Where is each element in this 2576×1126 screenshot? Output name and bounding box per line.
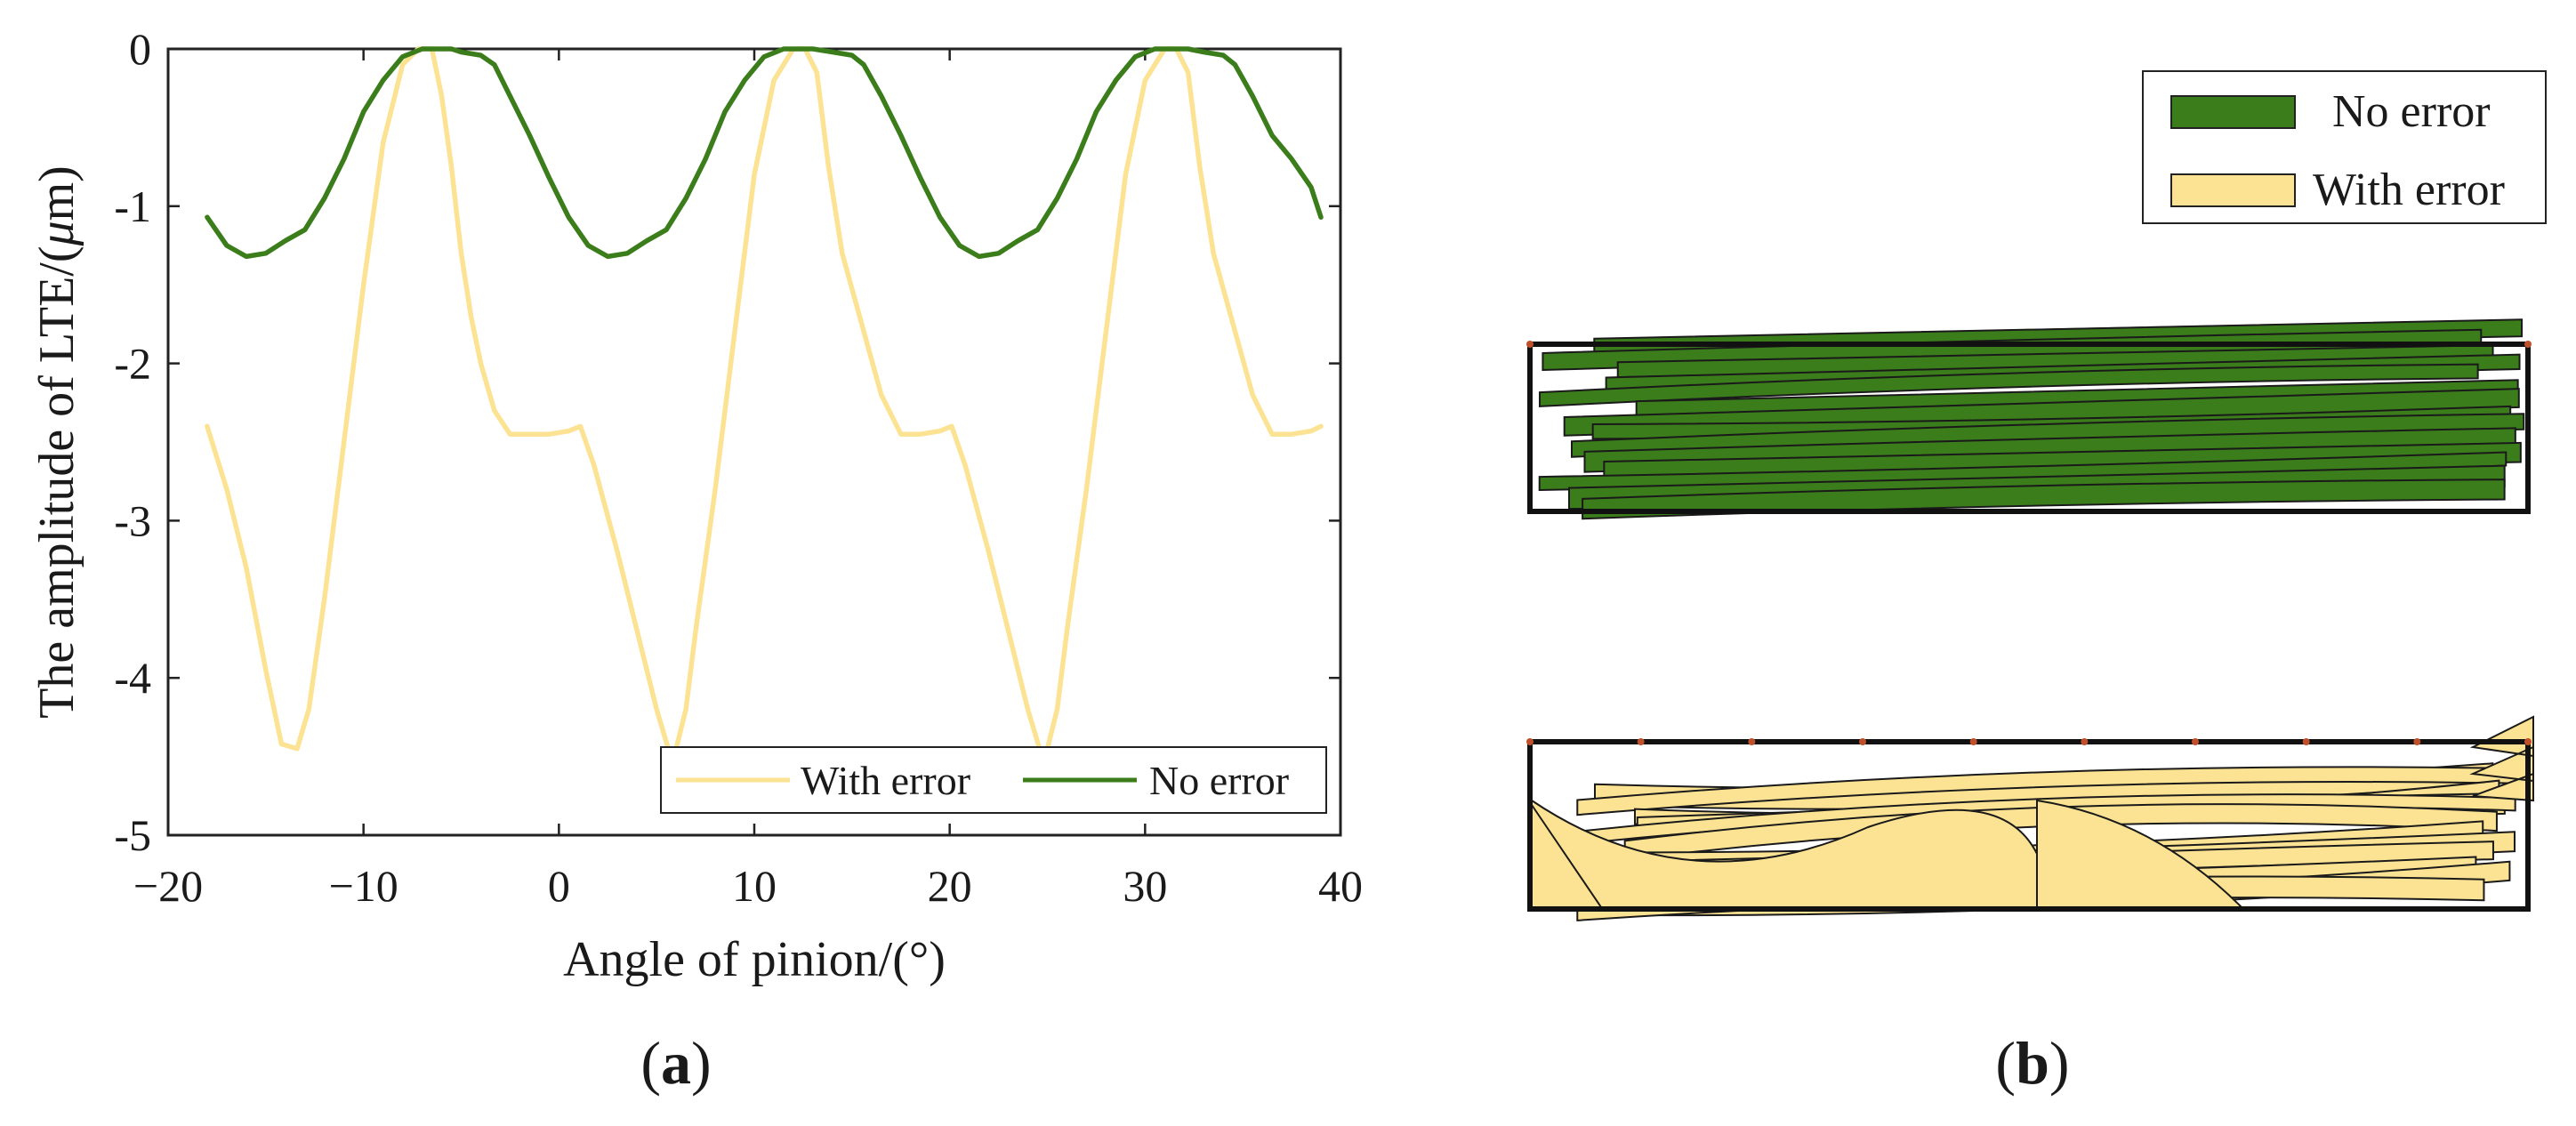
y-tick-label: -3	[114, 495, 151, 545]
x-tick-label: 40	[1318, 861, 1363, 911]
legend-label-with-error: With error	[2313, 165, 2505, 215]
contact-pattern-no-error	[1526, 318, 2532, 520]
y-tick-label: -2	[114, 339, 151, 389]
illustration-panel-b: No error With error (b)	[1526, 70, 2547, 1097]
frame-marker-dot	[1526, 341, 1534, 348]
axis-ticks	[166, 47, 1342, 837]
y-tick-label: -4	[114, 653, 151, 703]
tooth-frame-no-error	[1527, 342, 2531, 514]
y-tick-labels: 0 -1 -2 -3 -4 -5	[114, 24, 151, 860]
frame-marker-dot	[1637, 738, 1645, 745]
legend-swatch-with-error	[2170, 173, 2296, 207]
contact-lobe	[2036, 799, 2244, 908]
frame-marker-dot	[2302, 738, 2310, 745]
frame-marker-dot	[1859, 738, 1866, 745]
x-axis-label: Angle of pinion/(°)	[563, 932, 946, 987]
contact-band	[1539, 363, 2479, 407]
contact-pattern-with-error	[1526, 715, 2534, 921]
line-chart-panel-a: −20 −10 0 10 20 30 40 0 -1 -2 -3 -4 -5 Angle of pin…	[29, 24, 1363, 1097]
frame-marker-dot	[1748, 738, 1756, 745]
tooth-frame-with-error	[1527, 739, 2531, 912]
y-tick-label: -5	[114, 810, 151, 860]
contact-lobe	[1531, 799, 2038, 908]
legend-label-no-error: No error	[1149, 758, 1289, 803]
series-line-no-error	[205, 46, 1324, 260]
panel-label-b: (b)	[1995, 1029, 2069, 1097]
y-axis-label: The amplitude of LTE/(μm)	[29, 165, 85, 719]
frame-marker-dot	[1969, 738, 1977, 745]
y-tick-label: 0	[129, 24, 151, 74]
x-tick-label: 10	[732, 861, 777, 911]
frame-marker-dot	[2524, 738, 2532, 745]
contact-edge-flakes	[2469, 715, 2534, 802]
legend-label-no-error: No error	[2332, 86, 2491, 137]
frame-marker-dot	[1526, 738, 1534, 745]
series-layer	[205, 46, 1324, 752]
panel-label-a: (a)	[640, 1029, 711, 1097]
legend-label-with-error: With error	[801, 758, 970, 803]
x-tick-label: 30	[1123, 861, 1167, 911]
frame-marker-dot	[2192, 738, 2199, 745]
x-tick-label: 0	[548, 861, 570, 911]
frame-marker-dot	[2081, 738, 2089, 745]
x-tick-label: −20	[133, 861, 203, 911]
legend-swatch-no-error	[2170, 95, 2296, 129]
frame-marker-dot	[2413, 738, 2421, 745]
frame-marker-dot	[2524, 341, 2532, 348]
legend-panel-b: No error With error	[2142, 70, 2547, 224]
y-tick-label: -1	[114, 181, 151, 231]
x-tick-label: 20	[928, 861, 972, 911]
x-tick-labels: −20 −10 0 10 20 30 40	[133, 861, 1363, 911]
x-tick-label: −10	[329, 861, 398, 911]
legend-panel-a: With error No error	[660, 746, 1327, 814]
